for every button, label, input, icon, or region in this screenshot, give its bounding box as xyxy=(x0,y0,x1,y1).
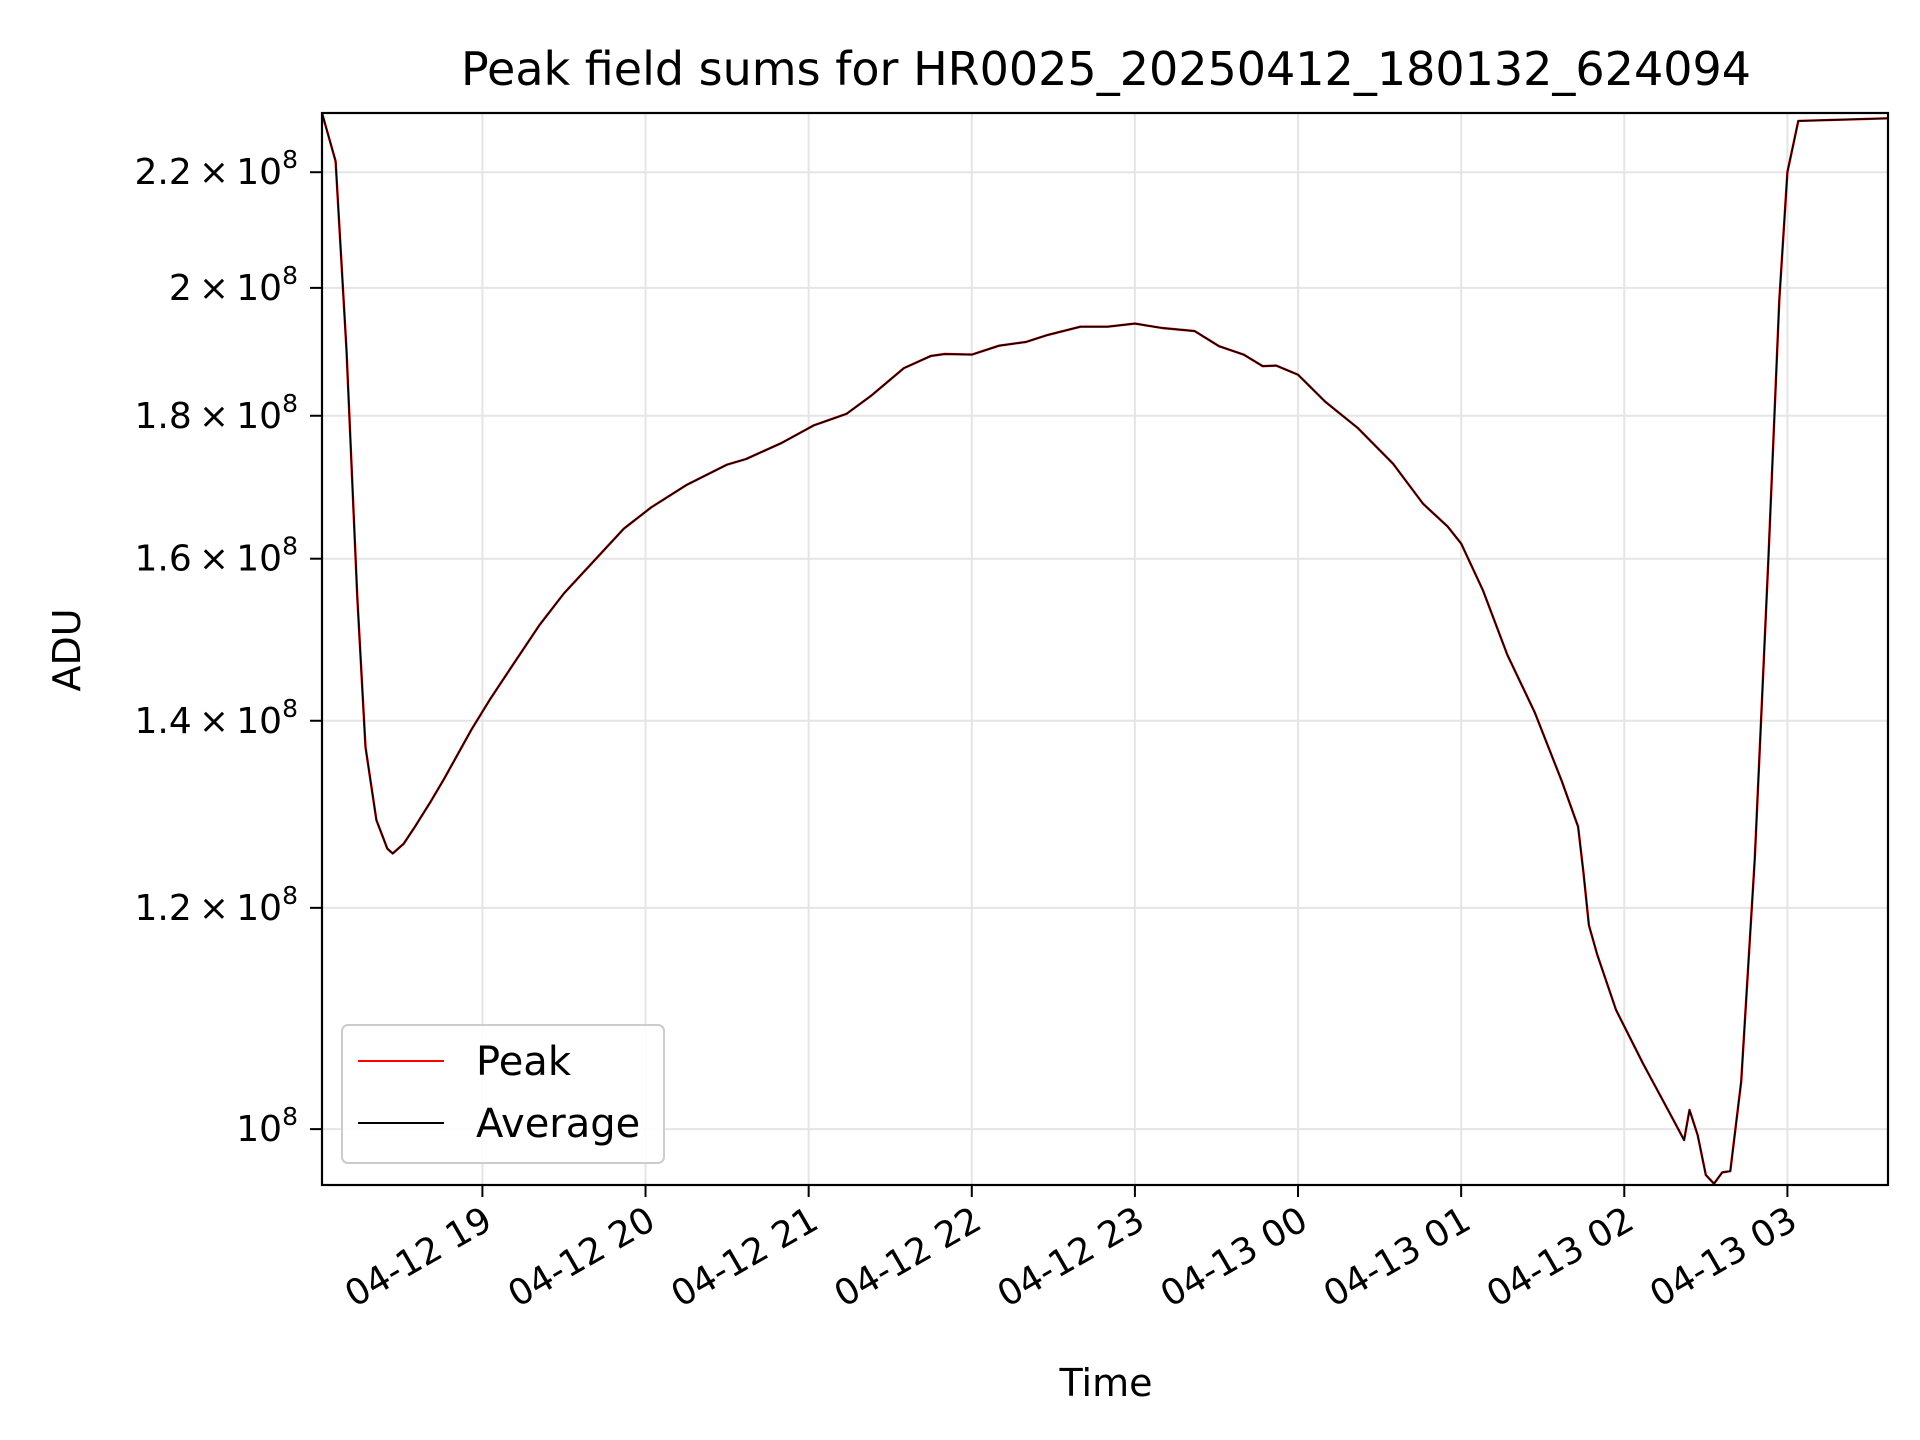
legend: Peak Average xyxy=(341,1024,665,1164)
legend-label-average: Average xyxy=(476,1101,640,1147)
y-tick-label: 2 × 108 xyxy=(169,261,298,309)
grid-lines xyxy=(322,113,1888,1185)
y-tick-label: 1.8 × 108 xyxy=(134,389,298,437)
y-axis-label: ADU xyxy=(45,608,89,691)
y-axis: 108 1.2 × 108 1.4 × 108 1.6 × 108 1.8 × 108 2… xyxy=(134,145,322,1150)
y-tick-label: 1.2 × 108 xyxy=(134,881,298,929)
x-axis-label: Time xyxy=(1059,1361,1153,1405)
y-tick-label: 108 xyxy=(236,1102,298,1150)
legend-box xyxy=(341,1024,665,1164)
series-line-average xyxy=(321,112,1889,1185)
y-tick-label: 1.6 × 108 xyxy=(134,532,298,580)
y-tick-label: 2.2 × 108 xyxy=(134,145,298,193)
chart-title: Peak field sums for HR0025_20250412_1801… xyxy=(461,42,1751,96)
y-tick-label: 1.4 × 108 xyxy=(134,694,298,742)
plot-frame xyxy=(320,111,1890,1187)
legend-label-peak: Peak xyxy=(476,1039,572,1085)
series-lines xyxy=(320,112,1889,1185)
